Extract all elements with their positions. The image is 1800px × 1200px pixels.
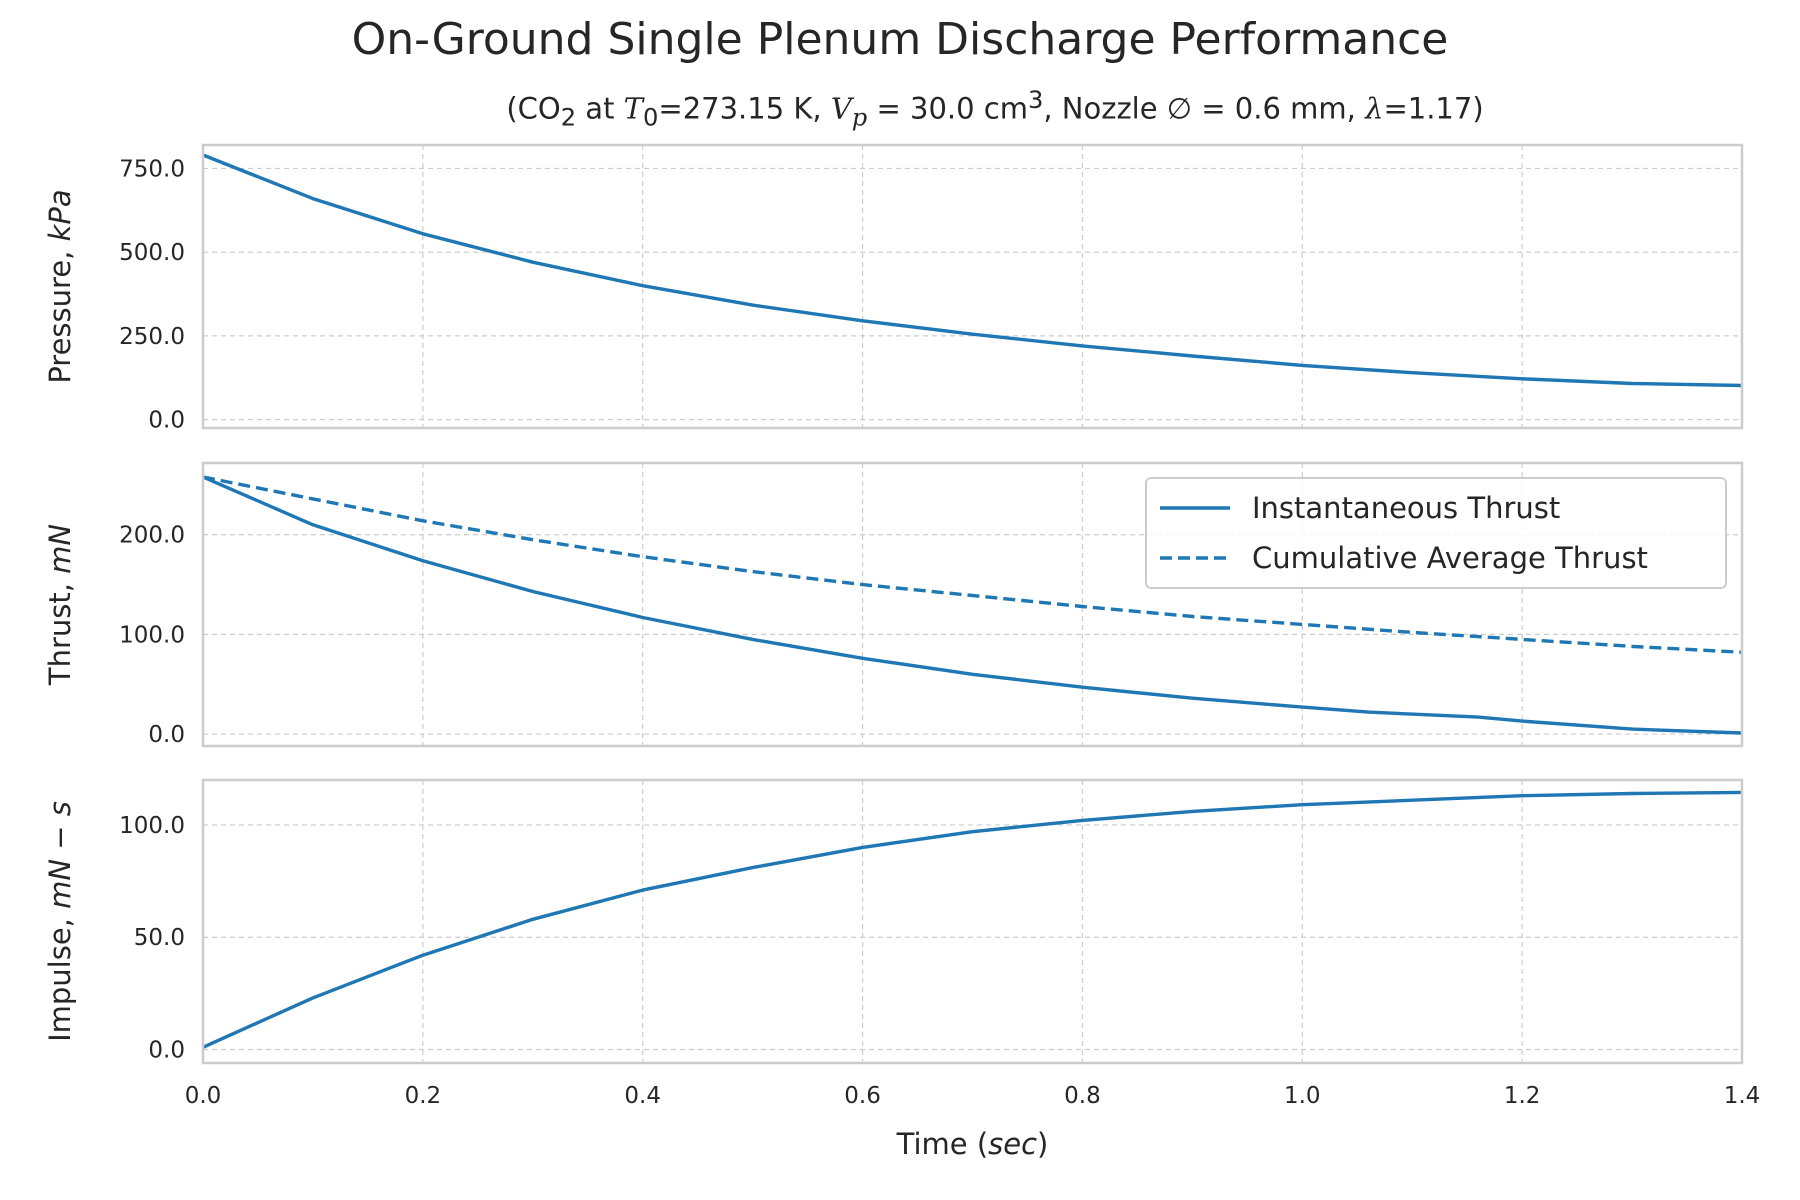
xtick-label-6: 1.2	[1504, 1083, 1541, 1109]
subtitle-v-subscript: p	[851, 103, 868, 132]
impulse-ytick-label-1: 50.0	[134, 925, 185, 951]
thrust-legend: Instantaneous Thrust Cumulative Average T…	[1145, 477, 1727, 589]
pressure-ytick-label-1: 250.0	[119, 324, 185, 350]
legend-label-1: Cumulative Average Thrust	[1252, 541, 1648, 575]
xtick-label-7: 1.4	[1724, 1083, 1761, 1109]
xtick-label-1: 0.2	[405, 1083, 442, 1109]
thrust-series-instantaneous	[202, 475, 1743, 735]
subtitle-v-symbol: V	[830, 91, 852, 126]
thrust-ytick-label-2: 200.0	[119, 523, 185, 549]
pressure-ytick-label-3: 750.0	[119, 156, 185, 182]
subtitle-lambda-value: =1.17)	[1383, 91, 1484, 126]
xtick-label-5: 1.0	[1284, 1083, 1321, 1109]
impulse-ylabel: Impulse, mN − s	[43, 801, 77, 1042]
subtitle-v-superscript: 3	[1027, 86, 1044, 114]
impulse-series-line	[202, 790, 1743, 1049]
impulse-ytick-label-0: 0.0	[148, 1038, 185, 1064]
subtitle-nozzle: , Nozzle ∅ = 0.6 mm,	[1043, 91, 1366, 126]
thrust-ytick-label-0: 0.0	[148, 722, 185, 748]
subtitle-co2-subscript: 2	[560, 103, 577, 132]
legend-label-0: Instantaneous Thrust	[1252, 491, 1560, 525]
impulse-ytick-label-2: 100.0	[119, 813, 185, 839]
thrust-ytick-label-1: 100.0	[119, 622, 185, 648]
subtitle-prefix: (CO	[506, 91, 561, 126]
impulse-panel: 0.0 50.0 100.0 Impulse, mN − s 0.0 0.2 0.4 0.6 0…	[43, 778, 1761, 1109]
thrust-axes-frame	[201, 461, 1744, 748]
chart-title: On-Ground Single Plenum Discharge Perfor…	[351, 14, 1449, 65]
subtitle-at: at	[576, 91, 624, 126]
xtick-label-3: 0.6	[844, 1083, 881, 1109]
x-axis-label: Time (sec)	[896, 1127, 1049, 1161]
thrust-panel: 0.0 100.0 200.0 Thrust, mN Instantaneous Thr…	[43, 461, 1744, 748]
xtick-label-2: 0.4	[624, 1083, 661, 1109]
pressure-axes-frame	[201, 143, 1744, 430]
pressure-ytick-label-0: 0.0	[148, 408, 185, 434]
legend-box	[1145, 477, 1727, 589]
subtitle-t-subscript: 0	[643, 103, 659, 132]
pressure-series-line	[202, 153, 1743, 388]
subtitle-lambda-symbol: λ	[1365, 91, 1384, 126]
subtitle-v-value: = 30.0 cm	[867, 91, 1028, 126]
pressure-ytick-label-2: 500.0	[119, 240, 185, 266]
subtitle-t-symbol: T	[623, 91, 644, 126]
thrust-series-cumulative-average	[202, 475, 1743, 654]
xtick-label-0: 0.0	[185, 1083, 222, 1109]
chart-subtitle: (CO2 at T0=273.15 K, Vp = 30.0 cm3, Nozz…	[0, 86, 1800, 131]
xtick-label-4: 0.8	[1064, 1083, 1101, 1109]
impulse-axes-frame	[201, 778, 1744, 1065]
subtitle-t-value: =273.15 K,	[658, 91, 831, 126]
pressure-ylabel: Pressure, kPa	[43, 189, 77, 383]
pressure-panel: 0.0 250.0 500.0 750.0 Pressure, kPa	[43, 143, 1744, 434]
thrust-ylabel: Thrust, mN	[43, 524, 77, 686]
